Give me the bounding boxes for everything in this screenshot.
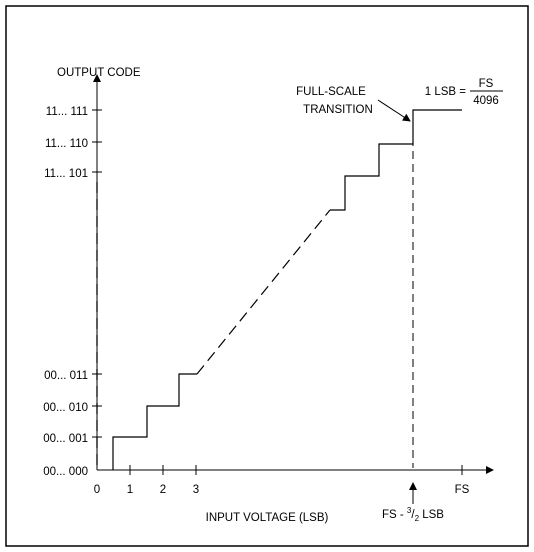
annotation-line-2: TRANSITION	[303, 104, 373, 116]
y-tick-label-011: 00... 011	[44, 370, 88, 382]
x-tick-label-1: 1	[127, 484, 133, 496]
fs-transition-prefix: FS -	[382, 509, 407, 521]
lsb-formula-lhs: 1 LSB =	[425, 86, 467, 98]
x-tick-label-2: 2	[160, 484, 166, 496]
y-tick-label-101: 11... 101	[44, 168, 88, 180]
x-tick-label-fs: FS	[455, 484, 470, 496]
figure-frame	[5, 5, 529, 547]
staircase-lower	[112, 373, 197, 470]
fs-transition-label: FS - 3/2 LSB	[382, 506, 444, 523]
y-tick-label-001: 00... 001	[43, 433, 88, 445]
annotation-arrow	[377, 99, 411, 122]
fs-transition-suffix: LSB	[419, 509, 444, 521]
y-axis-title: OUTPUT CODE	[57, 67, 141, 79]
staircase-dashed-bridge	[196, 209, 331, 375]
x-axis-title: INPUT VOLTAGE (LSB)	[206, 512, 329, 524]
fs-transition-sup: 3	[407, 506, 412, 515]
staircase-upper	[330, 109, 462, 211]
annotation-line-1: FULL-SCALE	[296, 86, 366, 98]
fs-transition-slash: /	[411, 509, 415, 521]
y-tick-label-000: 00... 000	[43, 466, 88, 478]
y-tick-label-010: 00... 010	[43, 402, 88, 414]
lsb-formula-denominator: 4096	[473, 95, 499, 107]
lsb-formula-numerator: FS	[479, 78, 494, 90]
x-tick-label-0: 0	[94, 484, 100, 496]
y-tick-label-111: 11... 111	[46, 106, 88, 118]
y-tick-label-110: 11... 110	[45, 138, 88, 150]
x-tick-label-3: 3	[193, 484, 199, 496]
fs-transition-sub: 2	[415, 514, 420, 523]
